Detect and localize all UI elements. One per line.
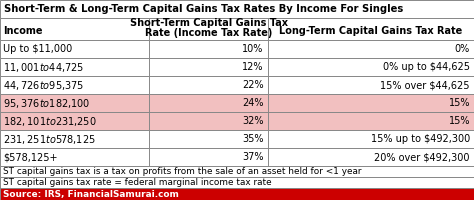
Bar xyxy=(0,18,474,40)
Text: 15%: 15% xyxy=(448,116,470,126)
Text: Source: IRS, FinancialSamurai.com: Source: IRS, FinancialSamurai.com xyxy=(3,190,179,198)
Bar xyxy=(0,188,474,200)
Bar xyxy=(0,148,474,166)
Bar xyxy=(0,94,474,112)
Text: $44,726 to $95,375: $44,726 to $95,375 xyxy=(3,78,84,92)
Text: ST capital gains tax is a tax on profits from the sale of an asset held for <1 y: ST capital gains tax is a tax on profits… xyxy=(3,167,362,176)
Text: ST capital gains tax rate = federal marginal income tax rate: ST capital gains tax rate = federal marg… xyxy=(3,178,272,187)
Text: Long-Term Capital Gains Tax Rate: Long-Term Capital Gains Tax Rate xyxy=(279,26,463,36)
Bar xyxy=(0,166,474,177)
Text: 15% up to $492,300: 15% up to $492,300 xyxy=(371,134,470,144)
Text: 0%: 0% xyxy=(455,44,470,54)
Bar xyxy=(0,112,474,130)
Bar xyxy=(0,76,474,94)
Text: 37%: 37% xyxy=(242,152,264,162)
Text: 24%: 24% xyxy=(242,98,264,108)
Text: 12%: 12% xyxy=(242,62,264,72)
Text: 0% up to $44,625: 0% up to $44,625 xyxy=(383,62,470,72)
Bar xyxy=(0,0,474,18)
Text: Short-Term & Long-Term Capital Gains Tax Rates By Income For Singles: Short-Term & Long-Term Capital Gains Tax… xyxy=(4,4,403,14)
Text: 22%: 22% xyxy=(242,80,264,90)
Text: 10%: 10% xyxy=(242,44,264,54)
Text: Up to $11,000: Up to $11,000 xyxy=(3,44,72,54)
Text: Short-Term Capital Gains Tax: Short-Term Capital Gains Tax xyxy=(129,18,288,28)
Text: 20% over $492,300: 20% over $492,300 xyxy=(374,152,470,162)
Text: 35%: 35% xyxy=(242,134,264,144)
Text: Rate (Income Tax Rate): Rate (Income Tax Rate) xyxy=(145,28,272,38)
Bar xyxy=(0,177,474,188)
Text: $95,376 to $182,100: $95,376 to $182,100 xyxy=(3,97,91,110)
Text: $11,001 to $44,725: $11,001 to $44,725 xyxy=(3,60,84,73)
Text: 15% over $44,625: 15% over $44,625 xyxy=(381,80,470,90)
Bar xyxy=(0,40,474,58)
Text: $182,101 to $231,250: $182,101 to $231,250 xyxy=(3,114,97,128)
Text: $231,251 to $578,125: $231,251 to $578,125 xyxy=(3,132,96,146)
Text: Income: Income xyxy=(3,26,43,36)
Text: 15%: 15% xyxy=(448,98,470,108)
Bar xyxy=(0,130,474,148)
Text: 32%: 32% xyxy=(242,116,264,126)
Bar xyxy=(0,58,474,76)
Text: $578,125+: $578,125+ xyxy=(3,152,57,162)
